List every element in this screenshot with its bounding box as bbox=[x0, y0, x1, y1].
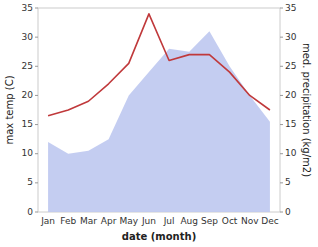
x-tick-label: May bbox=[119, 216, 138, 226]
y2-tick bbox=[280, 37, 283, 38]
y-tick bbox=[35, 8, 38, 9]
plot-frame bbox=[38, 8, 280, 212]
x-tick-label: Mar bbox=[80, 216, 97, 226]
y2-tick bbox=[280, 153, 283, 154]
x-tick-label: Oct bbox=[222, 216, 238, 226]
x-tick-label: Apr bbox=[101, 216, 117, 226]
y-tick-label: 30 bbox=[22, 32, 34, 42]
y2-tick bbox=[280, 182, 283, 183]
y2-tick-label: 15 bbox=[285, 119, 296, 129]
y2-tick bbox=[280, 8, 283, 9]
x-axis-label: date (month) bbox=[122, 231, 196, 242]
y2-tick bbox=[280, 124, 283, 125]
y-tick bbox=[35, 95, 38, 96]
y-tick-label: 5 bbox=[27, 177, 33, 187]
x-tick-label: Sep bbox=[201, 216, 218, 226]
y-tick bbox=[35, 212, 38, 213]
x-tick-label: Feb bbox=[60, 216, 76, 226]
y-tick-label: 35 bbox=[22, 3, 33, 13]
y-tick bbox=[35, 153, 38, 154]
y2-tick-label: 30 bbox=[285, 32, 297, 42]
y2-tick bbox=[280, 66, 283, 67]
y2-tick bbox=[280, 212, 283, 213]
y-tick bbox=[35, 182, 38, 183]
x-tick-label: Dec bbox=[261, 216, 278, 226]
y2-tick-label: 25 bbox=[285, 61, 296, 71]
plot-area bbox=[48, 14, 270, 212]
y2-tick-label: 10 bbox=[285, 148, 297, 158]
y2-tick bbox=[280, 95, 283, 96]
y2-tick-label: 5 bbox=[285, 177, 291, 187]
y-tick bbox=[35, 124, 38, 125]
x-tick-label: Nov bbox=[241, 216, 259, 226]
y-tick-label: 10 bbox=[22, 148, 34, 158]
x-tick-label: Jul bbox=[163, 216, 175, 226]
x-tick-label: Aug bbox=[180, 216, 198, 226]
y-tick-label: 15 bbox=[22, 119, 33, 129]
y2-tick-label: 20 bbox=[285, 90, 297, 100]
y-tick-label: 25 bbox=[22, 61, 33, 71]
y2-tick-label: 0 bbox=[285, 207, 291, 217]
y2-axis-label: med. precipitation (kg/m2) bbox=[301, 43, 312, 177]
x-tick-label: Jan bbox=[40, 216, 55, 226]
y-tick-label: 0 bbox=[27, 207, 33, 217]
y-tick bbox=[35, 37, 38, 38]
y-axis-label: max temp (C) bbox=[4, 75, 15, 144]
y-tick bbox=[35, 66, 38, 67]
chart: 0 5 10 15 20 25 30 35 0 5 10 15 20 25 30 35 Jan Feb Mar Apr… bbox=[0, 0, 318, 247]
precip-area bbox=[48, 31, 270, 212]
temp-line bbox=[48, 14, 270, 116]
y2-tick-label: 35 bbox=[285, 3, 296, 13]
y-tick-label: 20 bbox=[22, 90, 34, 100]
x-tick-label: Jun bbox=[141, 216, 156, 226]
